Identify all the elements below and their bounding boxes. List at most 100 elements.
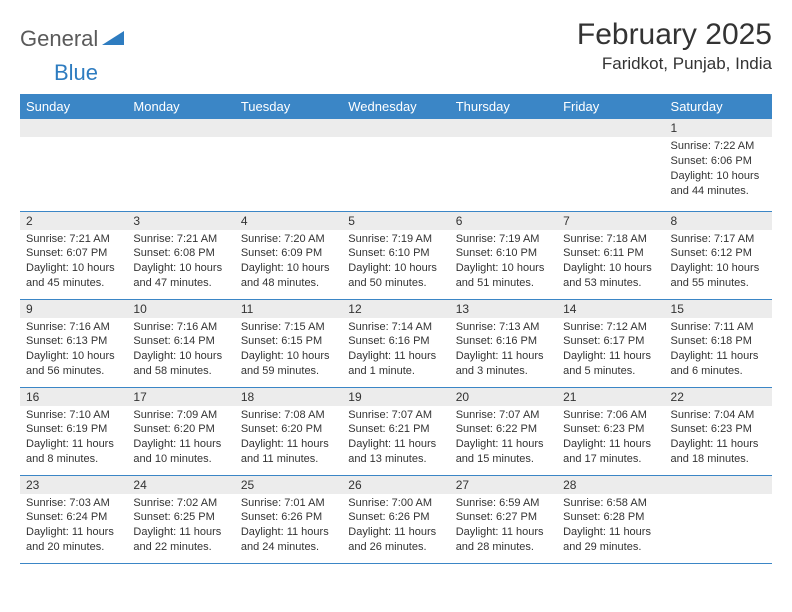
daylight-text: Daylight: 11 hours and 22 minutes. bbox=[133, 525, 228, 555]
calendar-day-cell: 21Sunrise: 7:06 AMSunset: 6:23 PMDayligh… bbox=[557, 387, 664, 475]
day-number: 17 bbox=[127, 388, 234, 406]
daylight-text: Daylight: 10 hours and 50 minutes. bbox=[348, 261, 443, 291]
calendar-day-cell: 18Sunrise: 7:08 AMSunset: 6:20 PMDayligh… bbox=[235, 387, 342, 475]
day-number-bar bbox=[235, 119, 342, 137]
day-details: Sunrise: 7:11 AMSunset: 6:18 PMDaylight:… bbox=[665, 318, 772, 383]
day-number-bar bbox=[557, 119, 664, 137]
day-number: 16 bbox=[20, 388, 127, 406]
calendar-empty-cell bbox=[450, 119, 557, 211]
calendar-day-cell: 1Sunrise: 7:22 AMSunset: 6:06 PMDaylight… bbox=[665, 119, 772, 211]
daylight-text: Daylight: 11 hours and 18 minutes. bbox=[671, 437, 766, 467]
day-number-bar bbox=[450, 119, 557, 137]
sunrise-text: Sunrise: 7:08 AM bbox=[241, 408, 336, 423]
day-number: 24 bbox=[127, 476, 234, 494]
day-number: 1 bbox=[665, 119, 772, 137]
sunset-text: Sunset: 6:11 PM bbox=[563, 246, 658, 261]
sunset-text: Sunset: 6:14 PM bbox=[133, 334, 228, 349]
calendar-day-cell: 24Sunrise: 7:02 AMSunset: 6:25 PMDayligh… bbox=[127, 475, 234, 563]
weekday-header: Saturday bbox=[665, 94, 772, 119]
calendar-empty-cell bbox=[20, 119, 127, 211]
day-number-bar bbox=[20, 119, 127, 137]
day-details: Sunrise: 7:12 AMSunset: 6:17 PMDaylight:… bbox=[557, 318, 664, 383]
calendar-week-row: 9Sunrise: 7:16 AMSunset: 6:13 PMDaylight… bbox=[20, 299, 772, 387]
day-number: 6 bbox=[450, 212, 557, 230]
sunrise-text: Sunrise: 7:11 AM bbox=[671, 320, 766, 335]
sunset-text: Sunset: 6:22 PM bbox=[456, 422, 551, 437]
calendar-day-cell: 6 Sunrise: 7:19 AMSunset: 6:10 PMDaylight… bbox=[450, 211, 557, 299]
day-number: 11 bbox=[235, 300, 342, 318]
calendar-week-row: 16Sunrise: 7:10 AMSunset: 6:19 PMDayligh… bbox=[20, 387, 772, 475]
day-number: 5 bbox=[342, 212, 449, 230]
sunrise-text: Sunrise: 7:10 AM bbox=[26, 408, 121, 423]
calendar-day-cell: 5Sunrise: 7:19 AMSunset: 6:10 PMDaylight… bbox=[342, 211, 449, 299]
sunset-text: Sunset: 6:16 PM bbox=[348, 334, 443, 349]
day-details: Sunrise: 7:19 AMSunset: 6:10 PMDaylight:… bbox=[342, 230, 449, 295]
daylight-text: Daylight: 10 hours and 51 minutes. bbox=[456, 261, 551, 291]
calendar-day-cell: 17Sunrise: 7:09 AMSunset: 6:20 PMDayligh… bbox=[127, 387, 234, 475]
sunrise-text: Sunrise: 7:01 AM bbox=[241, 496, 336, 511]
sunrise-text: Sunrise: 7:16 AM bbox=[26, 320, 121, 335]
calendar-empty-cell bbox=[557, 119, 664, 211]
sunrise-text: Sunrise: 7:12 AM bbox=[563, 320, 658, 335]
day-details: Sunrise: 7:00 AMSunset: 6:26 PMDaylight:… bbox=[342, 494, 449, 559]
day-details: Sunrise: 7:07 AMSunset: 6:21 PMDaylight:… bbox=[342, 406, 449, 471]
weekday-header: Sunday bbox=[20, 94, 127, 119]
calendar-week-row: 2Sunrise: 7:21 AMSunset: 6:07 PMDaylight… bbox=[20, 211, 772, 299]
calendar-day-cell: 13Sunrise: 7:13 AMSunset: 6:16 PMDayligh… bbox=[450, 299, 557, 387]
day-details: Sunrise: 7:07 AMSunset: 6:22 PMDaylight:… bbox=[450, 406, 557, 471]
day-number: 26 bbox=[342, 476, 449, 494]
day-number: 21 bbox=[557, 388, 664, 406]
day-number: 19 bbox=[342, 388, 449, 406]
sunset-text: Sunset: 6:20 PM bbox=[133, 422, 228, 437]
day-details: Sunrise: 7:04 AMSunset: 6:23 PMDaylight:… bbox=[665, 406, 772, 471]
sunset-text: Sunset: 6:09 PM bbox=[241, 246, 336, 261]
day-number: 20 bbox=[450, 388, 557, 406]
day-details: Sunrise: 7:01 AMSunset: 6:26 PMDaylight:… bbox=[235, 494, 342, 559]
day-number: 12 bbox=[342, 300, 449, 318]
day-details: Sunrise: 6:58 AMSunset: 6:28 PMDaylight:… bbox=[557, 494, 664, 559]
daylight-text: Daylight: 10 hours and 44 minutes. bbox=[671, 169, 766, 199]
day-details: Sunrise: 7:21 AMSunset: 6:07 PMDaylight:… bbox=[20, 230, 127, 295]
sunset-text: Sunset: 6:13 PM bbox=[26, 334, 121, 349]
sunset-text: Sunset: 6:26 PM bbox=[241, 510, 336, 525]
sunrise-text: Sunrise: 7:19 AM bbox=[456, 232, 551, 247]
day-details: Sunrise: 7:14 AMSunset: 6:16 PMDaylight:… bbox=[342, 318, 449, 383]
day-number-bar bbox=[342, 119, 449, 137]
sunrise-text: Sunrise: 7:03 AM bbox=[26, 496, 121, 511]
calendar-day-cell: 25Sunrise: 7:01 AMSunset: 6:26 PMDayligh… bbox=[235, 475, 342, 563]
daylight-text: Daylight: 11 hours and 15 minutes. bbox=[456, 437, 551, 467]
weekday-header: Friday bbox=[557, 94, 664, 119]
calendar-day-cell: 19Sunrise: 7:07 AMSunset: 6:21 PMDayligh… bbox=[342, 387, 449, 475]
calendar-day-cell: 11Sunrise: 7:15 AMSunset: 6:15 PMDayligh… bbox=[235, 299, 342, 387]
sunrise-text: Sunrise: 6:58 AM bbox=[563, 496, 658, 511]
day-number-bar bbox=[127, 119, 234, 137]
sunset-text: Sunset: 6:16 PM bbox=[456, 334, 551, 349]
calendar-day-cell: 16Sunrise: 7:10 AMSunset: 6:19 PMDayligh… bbox=[20, 387, 127, 475]
sunset-text: Sunset: 6:10 PM bbox=[456, 246, 551, 261]
calendar-day-cell: 12Sunrise: 7:14 AMSunset: 6:16 PMDayligh… bbox=[342, 299, 449, 387]
sunset-text: Sunset: 6:07 PM bbox=[26, 246, 121, 261]
calendar-day-cell: 28Sunrise: 6:58 AMSunset: 6:28 PMDayligh… bbox=[557, 475, 664, 563]
calendar-header-row: SundayMondayTuesdayWednesdayThursdayFrid… bbox=[20, 94, 772, 119]
logo-text-general: General bbox=[20, 26, 98, 52]
calendar-day-cell: 27Sunrise: 6:59 AMSunset: 6:27 PMDayligh… bbox=[450, 475, 557, 563]
sunset-text: Sunset: 6:24 PM bbox=[26, 510, 121, 525]
day-details: Sunrise: 7:18 AMSunset: 6:11 PMDaylight:… bbox=[557, 230, 664, 295]
day-number: 14 bbox=[557, 300, 664, 318]
sunset-text: Sunset: 6:15 PM bbox=[241, 334, 336, 349]
calendar-week-row: 23Sunrise: 7:03 AMSunset: 6:24 PMDayligh… bbox=[20, 475, 772, 563]
sunset-text: Sunset: 6:28 PM bbox=[563, 510, 658, 525]
calendar-day-cell: 7Sunrise: 7:18 AMSunset: 6:11 PMDaylight… bbox=[557, 211, 664, 299]
sunrise-text: Sunrise: 7:14 AM bbox=[348, 320, 443, 335]
calendar-page: General February 2025 Faridkot, Punjab, … bbox=[0, 0, 792, 564]
sunset-text: Sunset: 6:27 PM bbox=[456, 510, 551, 525]
sunrise-text: Sunrise: 7:09 AM bbox=[133, 408, 228, 423]
daylight-text: Daylight: 11 hours and 8 minutes. bbox=[26, 437, 121, 467]
logo: General bbox=[20, 18, 126, 52]
day-details: Sunrise: 7:10 AMSunset: 6:19 PMDaylight:… bbox=[20, 406, 127, 471]
calendar-day-cell: 22Sunrise: 7:04 AMSunset: 6:23 PMDayligh… bbox=[665, 387, 772, 475]
day-number: 9 bbox=[20, 300, 127, 318]
sunrise-text: Sunrise: 7:16 AM bbox=[133, 320, 228, 335]
daylight-text: Daylight: 11 hours and 5 minutes. bbox=[563, 349, 658, 379]
daylight-text: Daylight: 11 hours and 3 minutes. bbox=[456, 349, 551, 379]
